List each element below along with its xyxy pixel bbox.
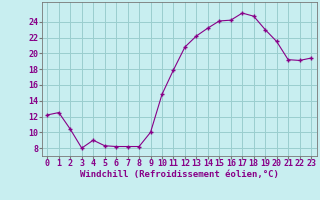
X-axis label: Windchill (Refroidissement éolien,°C): Windchill (Refroidissement éolien,°C) [80,170,279,179]
